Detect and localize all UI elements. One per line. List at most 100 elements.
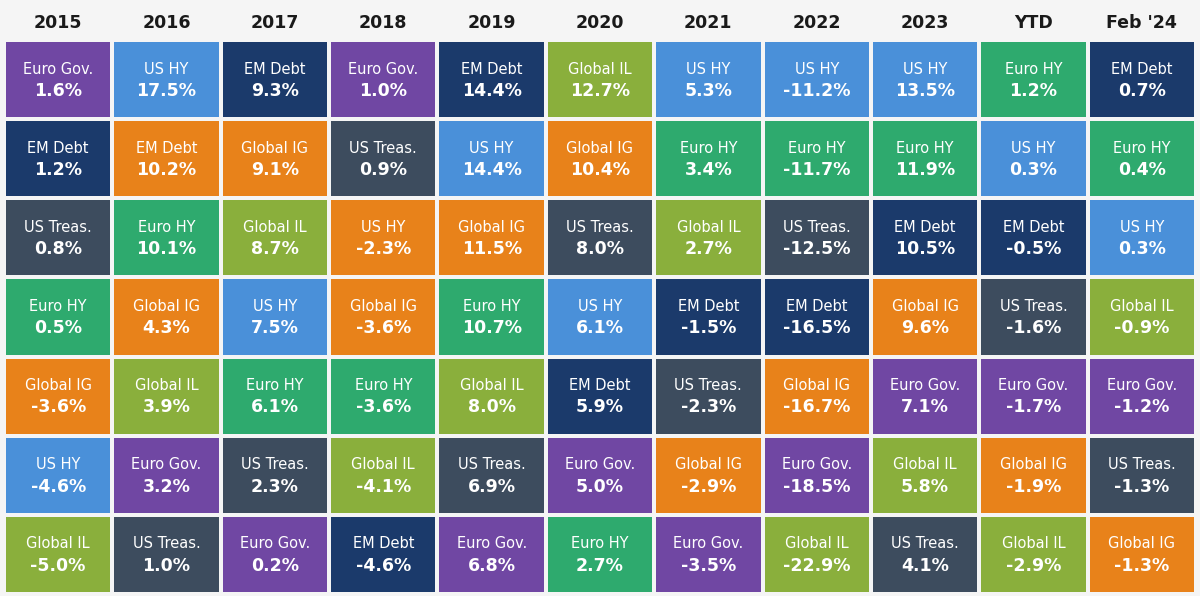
- Bar: [114, 200, 218, 275]
- Bar: [982, 359, 1086, 434]
- Text: -1.6%: -1.6%: [1006, 319, 1061, 337]
- Bar: [6, 280, 110, 355]
- Text: 6.1%: 6.1%: [576, 319, 624, 337]
- Text: US HY: US HY: [1012, 141, 1056, 156]
- Text: 4.1%: 4.1%: [901, 557, 949, 575]
- Text: US Treas.: US Treas.: [457, 457, 526, 472]
- Bar: [872, 200, 977, 275]
- Bar: [331, 359, 436, 434]
- Text: Global IL: Global IL: [26, 536, 90, 551]
- Text: -11.7%: -11.7%: [784, 161, 851, 179]
- Text: 2.3%: 2.3%: [251, 477, 299, 495]
- Text: 11.5%: 11.5%: [462, 240, 522, 258]
- Text: Euro HY: Euro HY: [896, 141, 954, 156]
- Text: -1.2%: -1.2%: [1114, 398, 1170, 417]
- Bar: [872, 280, 977, 355]
- Text: Euro Gov.: Euro Gov.: [23, 61, 94, 76]
- Text: -1.5%: -1.5%: [680, 319, 736, 337]
- Bar: [982, 200, 1086, 275]
- Bar: [872, 121, 977, 196]
- Bar: [439, 517, 544, 592]
- Text: -1.3%: -1.3%: [1114, 557, 1170, 575]
- Text: -3.5%: -3.5%: [680, 557, 736, 575]
- Text: 5.3%: 5.3%: [684, 82, 732, 100]
- Text: EM Debt: EM Debt: [353, 536, 414, 551]
- Text: Global IL: Global IL: [1110, 299, 1174, 314]
- Text: 0.9%: 0.9%: [359, 161, 407, 179]
- Bar: [223, 200, 328, 275]
- Text: 2019: 2019: [467, 14, 516, 32]
- Text: Global IL: Global IL: [134, 378, 198, 393]
- Text: -2.3%: -2.3%: [680, 398, 736, 417]
- Text: -2.9%: -2.9%: [1006, 557, 1061, 575]
- Text: US Treas.: US Treas.: [1000, 299, 1067, 314]
- Text: 10.4%: 10.4%: [570, 161, 630, 179]
- Bar: [656, 280, 761, 355]
- Text: -1.7%: -1.7%: [1006, 398, 1061, 417]
- Text: Global IG: Global IG: [674, 457, 742, 472]
- Text: Global IL: Global IL: [460, 378, 523, 393]
- Text: EM Debt: EM Debt: [678, 299, 739, 314]
- Text: 3.4%: 3.4%: [684, 161, 732, 179]
- Text: -3.6%: -3.6%: [30, 398, 86, 417]
- Bar: [548, 280, 652, 355]
- Text: Feb '24: Feb '24: [1106, 14, 1177, 32]
- Bar: [6, 42, 110, 117]
- Text: 0.7%: 0.7%: [1118, 82, 1165, 100]
- Text: Global IL: Global IL: [785, 536, 848, 551]
- Bar: [439, 42, 544, 117]
- Text: US Treas.: US Treas.: [782, 220, 851, 235]
- Bar: [331, 42, 436, 117]
- Text: 0.8%: 0.8%: [34, 240, 82, 258]
- Text: 2018: 2018: [359, 14, 408, 32]
- Text: EM Debt: EM Debt: [894, 220, 956, 235]
- Text: US Treas.: US Treas.: [566, 220, 634, 235]
- Bar: [331, 121, 436, 196]
- Text: 14.4%: 14.4%: [462, 161, 522, 179]
- Text: Euro HY: Euro HY: [788, 141, 846, 156]
- Text: 1.6%: 1.6%: [34, 82, 82, 100]
- Text: EM Debt: EM Debt: [786, 299, 847, 314]
- Bar: [1090, 359, 1194, 434]
- Text: Global IL: Global IL: [244, 220, 307, 235]
- Bar: [872, 359, 977, 434]
- Text: 0.2%: 0.2%: [251, 557, 299, 575]
- Text: 2023: 2023: [901, 14, 949, 32]
- Text: US HY: US HY: [794, 61, 839, 76]
- Text: 10.7%: 10.7%: [462, 319, 522, 337]
- Text: -22.9%: -22.9%: [782, 557, 851, 575]
- Text: Euro HY: Euro HY: [1004, 61, 1062, 76]
- Text: Global IL: Global IL: [568, 61, 632, 76]
- Bar: [114, 437, 218, 513]
- Text: -2.9%: -2.9%: [680, 477, 736, 495]
- Bar: [439, 121, 544, 196]
- Text: -4.1%: -4.1%: [355, 477, 410, 495]
- Bar: [982, 437, 1086, 513]
- Bar: [872, 42, 977, 117]
- Text: Euro HY: Euro HY: [571, 536, 629, 551]
- Bar: [656, 121, 761, 196]
- Text: 6.1%: 6.1%: [251, 398, 299, 417]
- Text: 2.7%: 2.7%: [576, 557, 624, 575]
- Text: 1.2%: 1.2%: [1009, 82, 1057, 100]
- Text: -1.3%: -1.3%: [1114, 477, 1170, 495]
- Text: 5.8%: 5.8%: [901, 477, 949, 495]
- Text: 9.6%: 9.6%: [901, 319, 949, 337]
- Text: Global IG: Global IG: [458, 220, 526, 235]
- Bar: [764, 42, 869, 117]
- Bar: [331, 437, 436, 513]
- Text: Global IL: Global IL: [1002, 536, 1066, 551]
- Text: Euro HY: Euro HY: [463, 299, 521, 314]
- Text: Global IL: Global IL: [352, 457, 415, 472]
- Text: -16.7%: -16.7%: [784, 398, 851, 417]
- Text: YTD: YTD: [1014, 14, 1052, 32]
- Text: US HY: US HY: [469, 141, 514, 156]
- Text: EM Debt: EM Debt: [28, 141, 89, 156]
- Text: 6.8%: 6.8%: [468, 557, 516, 575]
- Bar: [548, 437, 652, 513]
- Text: 0.5%: 0.5%: [34, 319, 82, 337]
- Text: Global IG: Global IG: [784, 378, 851, 393]
- Text: -4.6%: -4.6%: [30, 477, 86, 495]
- Text: 14.4%: 14.4%: [462, 82, 522, 100]
- Bar: [764, 359, 869, 434]
